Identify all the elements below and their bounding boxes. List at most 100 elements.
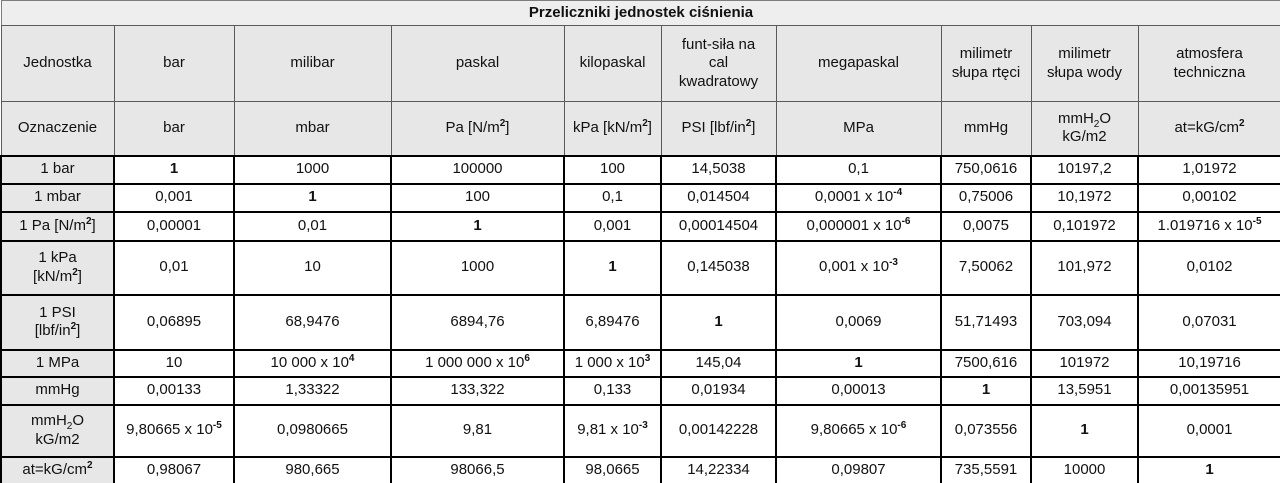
column-header-unit: bar xyxy=(113,25,235,102)
value-cell: 1,33322 xyxy=(233,375,392,406)
value-cell: 0,0001 x 10-4 xyxy=(775,182,942,213)
row-label: 1 PSI [lbf/in2] xyxy=(0,293,115,351)
row-label: 1 MPa xyxy=(0,348,115,378)
value-cell: 0,0075 xyxy=(940,210,1032,242)
value-cell: 1000 xyxy=(233,154,392,185)
column-header-symbol: mmHg xyxy=(940,101,1032,156)
column-header-symbol: at=kG/cm2 xyxy=(1137,101,1280,156)
value-cell: 1 xyxy=(660,293,777,351)
column-header-symbol: mbar xyxy=(233,101,392,156)
column-header-unit: megapaskal xyxy=(775,25,942,102)
value-cell: 0,000001 x 10-6 xyxy=(775,210,942,242)
value-cell: 10 xyxy=(113,348,235,378)
value-cell: 735,5591 xyxy=(940,455,1032,483)
value-cell: 0,133 xyxy=(563,375,662,406)
value-cell: 0,06895 xyxy=(113,293,235,351)
value-cell: 1 000 000 x 106 xyxy=(390,348,565,378)
value-cell: 0,00001 xyxy=(113,210,235,242)
column-header-symbol: MPa xyxy=(775,101,942,156)
value-cell: 0,014504 xyxy=(660,182,777,213)
value-cell: 14,5038 xyxy=(660,154,777,185)
value-cell: 9,81 x 10-3 xyxy=(563,403,662,458)
value-cell: 7500,616 xyxy=(940,348,1032,378)
value-cell: 0,09807 xyxy=(775,455,942,483)
value-cell: 703,094 xyxy=(1030,293,1139,351)
row-label: 1 mbar xyxy=(0,182,115,213)
value-cell: 0,00133 xyxy=(113,375,235,406)
value-cell: 0,01 xyxy=(233,210,392,242)
value-cell: 100 xyxy=(390,182,565,213)
value-cell: 68,9476 xyxy=(233,293,392,351)
column-header-symbol: mmH2O kG/m2 xyxy=(1030,101,1139,156)
value-cell: 100 xyxy=(563,154,662,185)
value-cell: 0,00102 xyxy=(1136,182,1280,213)
value-cell: 1.019716 x 10-5 xyxy=(1136,210,1280,242)
value-cell: 10 000 x 104 xyxy=(233,348,392,378)
value-cell: 0,75006 xyxy=(940,182,1032,213)
value-cell: 1 xyxy=(390,210,565,242)
value-cell: 0,98067 xyxy=(113,455,235,483)
value-cell: 14,22334 xyxy=(660,455,777,483)
value-cell: 0,0069 xyxy=(775,293,942,351)
column-header-unit: kilopaskal xyxy=(563,25,662,102)
value-cell: 0,073556 xyxy=(940,403,1032,458)
row-label: at=kG/cm2 xyxy=(0,455,115,483)
value-cell: 1 000 x 103 xyxy=(563,348,662,378)
value-cell: 9,80665 x 10-5 xyxy=(113,403,235,458)
value-cell: 13,5951 xyxy=(1030,375,1139,406)
value-cell: 0,0980665 xyxy=(233,403,392,458)
value-cell: 1 xyxy=(940,375,1032,406)
row-label: mmHg xyxy=(0,375,115,406)
column-header-unit: paskal xyxy=(390,25,565,102)
value-cell: 0,001 xyxy=(113,182,235,213)
row-label: 1 kPa [kN/m2] xyxy=(0,239,115,296)
value-cell: 10,1972 xyxy=(1030,182,1139,213)
value-cell: 6,89476 xyxy=(563,293,662,351)
value-cell: 1,01972 xyxy=(1136,154,1280,185)
value-cell: 98,0665 xyxy=(563,455,662,483)
value-cell: 0,101972 xyxy=(1030,210,1139,242)
column-header-unit: funt-siła na cal kwadratowy xyxy=(660,25,777,102)
value-cell: 1 xyxy=(233,182,392,213)
row-label: 1 Pa [N/m2] xyxy=(0,210,115,242)
column-header-unit: milimetr słupa rtęci xyxy=(940,25,1032,102)
value-cell: 145,04 xyxy=(660,348,777,378)
value-cell: 0,00014504 xyxy=(660,210,777,242)
value-cell: 980,665 xyxy=(233,455,392,483)
value-cell: 0,1 xyxy=(563,182,662,213)
value-cell: 1000 xyxy=(390,239,565,296)
value-cell: 1 xyxy=(775,348,942,378)
value-cell: 133,322 xyxy=(390,375,565,406)
symbol-row-header: Oznaczenie xyxy=(0,101,115,156)
column-header-unit: milibar xyxy=(233,25,392,102)
value-cell: 0,01 xyxy=(113,239,235,296)
value-cell: 10197,2 xyxy=(1030,154,1139,185)
value-cell: 0,145038 xyxy=(660,239,777,296)
value-cell: 1 xyxy=(1030,403,1139,458)
value-cell: 98066,5 xyxy=(390,455,565,483)
value-cell: 0,00013 xyxy=(775,375,942,406)
column-header-symbol: Pa [N/m2] xyxy=(390,101,565,156)
value-cell: 101972 xyxy=(1030,348,1139,378)
value-cell: 0,001 x 10-3 xyxy=(775,239,942,296)
value-cell: 0,01934 xyxy=(660,375,777,406)
value-cell: 0,1 xyxy=(775,154,942,185)
value-cell: 6894,76 xyxy=(390,293,565,351)
value-cell: 101,972 xyxy=(1030,239,1139,296)
value-cell: 10 xyxy=(233,239,392,296)
value-cell: 0,0001 xyxy=(1136,403,1280,458)
value-cell: 1 xyxy=(1136,455,1280,483)
column-header-unit: milimetr słupa wody xyxy=(1030,25,1139,102)
value-cell: 9,81 xyxy=(390,403,565,458)
value-cell: 0,00135951 xyxy=(1136,375,1280,406)
value-cell: 10000 xyxy=(1030,455,1139,483)
value-cell: 10,19716 xyxy=(1136,348,1280,378)
row-label: mmH2O kG/m2 xyxy=(0,403,115,458)
unit-row-header: Jednostka xyxy=(0,25,115,102)
column-header-unit: atmosfera techniczna xyxy=(1137,25,1280,102)
table-title: Przeliczniki jednostek ciśnienia xyxy=(0,0,1280,26)
value-cell: 0,07031 xyxy=(1136,293,1280,351)
column-header-symbol: kPa [kN/m2] xyxy=(563,101,662,156)
